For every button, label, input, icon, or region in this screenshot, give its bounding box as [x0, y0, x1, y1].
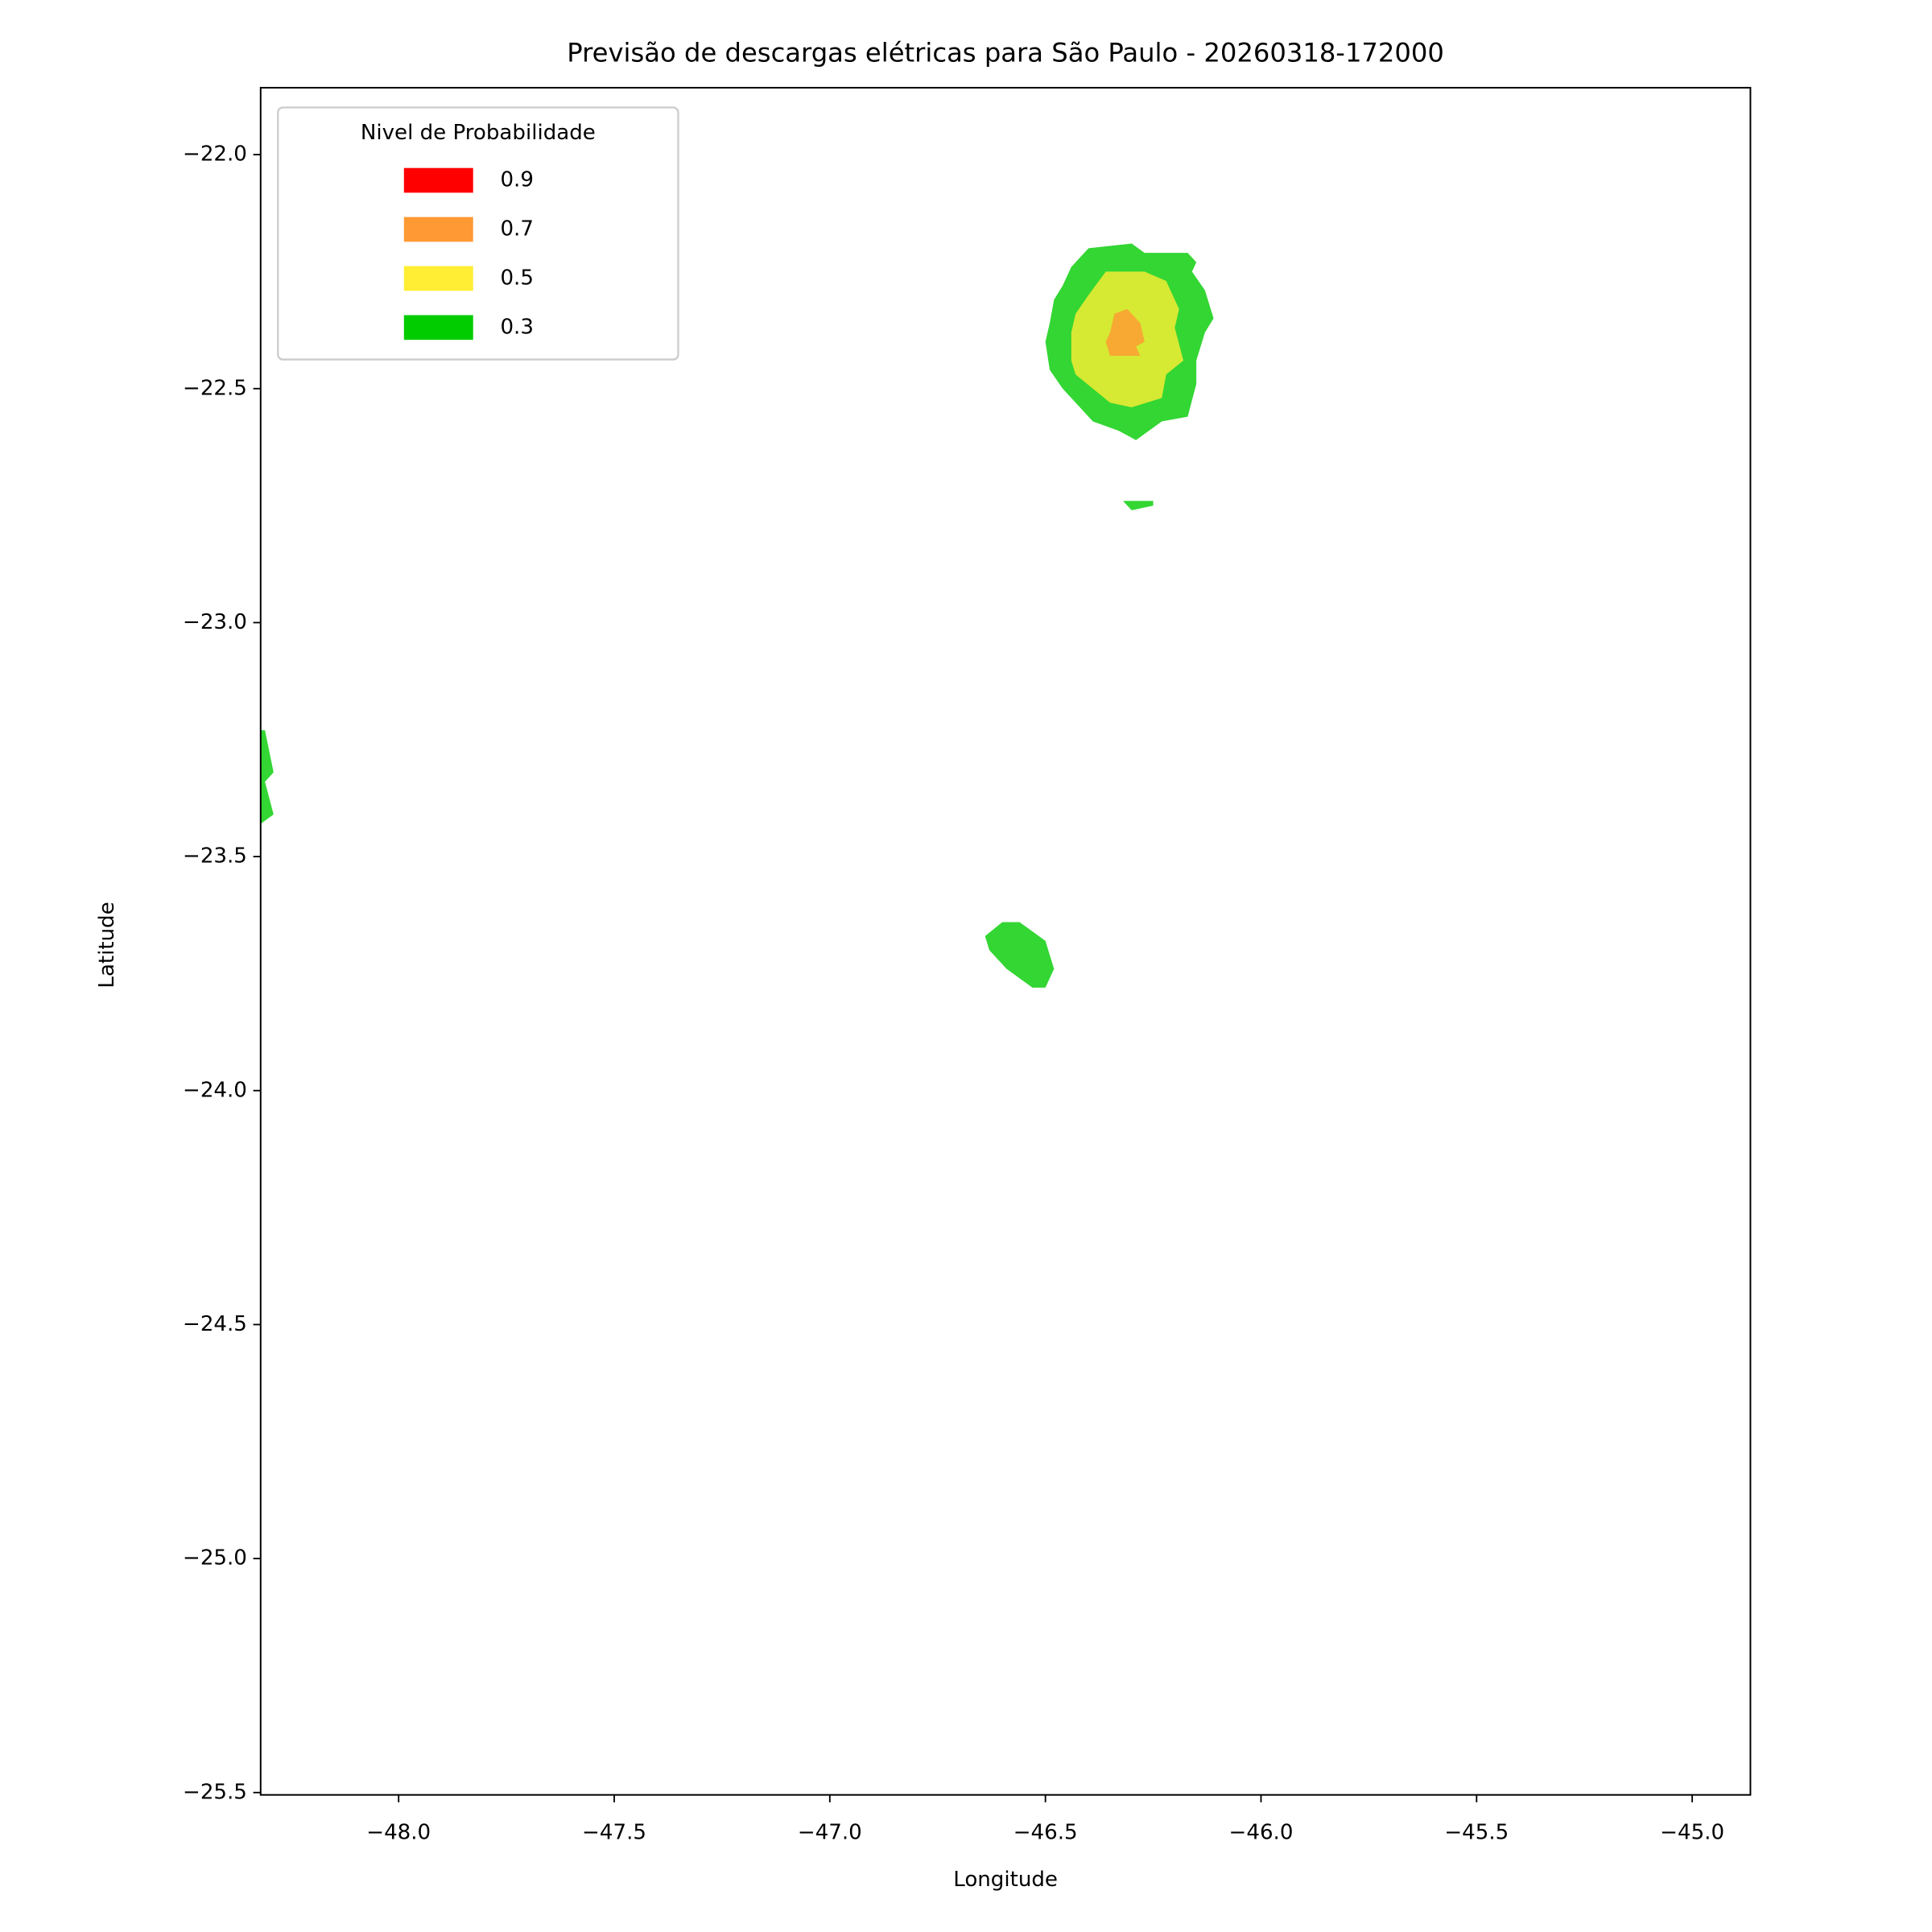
y-tick-label: −25.0 [183, 1546, 247, 1571]
legend-label: 0.5 [500, 266, 533, 290]
y-tick-label: −25.5 [183, 1780, 247, 1804]
legend-swatch [403, 266, 473, 291]
plot-area [260, 243, 1214, 988]
legend-title: Nivel de Probabilidade [361, 121, 596, 145]
y-axis-label: Latitude [95, 902, 119, 988]
y-tick-label: −24.0 [183, 1078, 247, 1102]
legend-swatch [403, 315, 473, 341]
contour-region [1105, 308, 1145, 357]
legend-swatch [403, 217, 473, 242]
x-tick-label: −45.5 [1444, 1821, 1509, 1845]
x-tick-label: −45.0 [1660, 1821, 1724, 1845]
legend-box [277, 106, 679, 361]
legend-label: 0.9 [500, 168, 533, 192]
y-tick-label: −23.0 [183, 610, 247, 634]
legend-swatch [403, 167, 473, 193]
x-tick-label: −48.0 [366, 1821, 431, 1845]
x-axis-label: Longitude [953, 1868, 1058, 1892]
y-tick-label: −24.5 [183, 1312, 247, 1336]
x-tick-label: −46.0 [1229, 1821, 1294, 1845]
legend-label: 0.3 [500, 315, 533, 339]
contour-region [1123, 501, 1154, 510]
axes-frame [259, 86, 1752, 1796]
contour-region [260, 730, 274, 824]
y-tick-label: −22.5 [183, 376, 247, 400]
x-tick-label: −47.5 [582, 1821, 646, 1845]
legend-label: 0.7 [500, 217, 533, 241]
y-tick-label: −22.0 [183, 142, 247, 167]
x-tick-label: −47.0 [798, 1821, 862, 1845]
chart-title: Previsão de descargas elétricas para São… [567, 38, 1444, 68]
contour-region [985, 922, 1055, 988]
x-tick-label: −46.5 [1013, 1821, 1078, 1845]
y-tick-label: −23.5 [183, 844, 247, 869]
legend: Nivel de Probabilidade 0.9 0.7 0.5 0.3 [277, 106, 679, 361]
